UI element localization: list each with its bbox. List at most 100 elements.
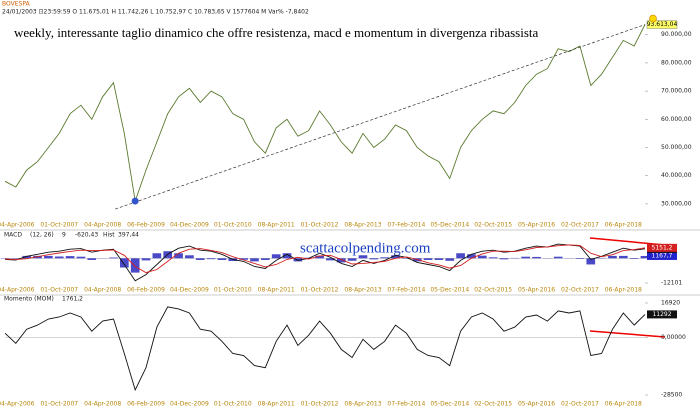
hist-bar xyxy=(445,258,455,261)
hist-bar xyxy=(65,256,75,259)
x-tick-label: 01-Oct-2010 xyxy=(214,222,252,229)
hist-bar xyxy=(391,255,400,259)
x-tick-label: 08-Apr-2011 xyxy=(258,222,295,229)
hist-bar xyxy=(488,257,498,259)
hist-bar xyxy=(640,255,650,259)
hist-bar xyxy=(456,253,465,259)
value-label: 5151,2 xyxy=(652,244,673,251)
x-tick-label: 02-Oct-2017 xyxy=(561,222,599,229)
hist-bar xyxy=(239,258,248,260)
value-label-box xyxy=(647,251,677,260)
x-tick-label: 08-Apr-2013 xyxy=(344,222,381,229)
x-tick-label: 02-Oct-2015 xyxy=(474,401,512,408)
macd-params: (12, 26) xyxy=(30,232,54,239)
x-tick-label: 06-Apr-2018 xyxy=(605,222,642,229)
hist-bar xyxy=(271,254,281,259)
hist-label: Hist xyxy=(103,232,115,239)
hist-bar xyxy=(618,255,628,259)
x-tick-label: 07-Feb-2014 xyxy=(387,401,425,408)
hist-bar xyxy=(87,258,97,260)
x-tick-label: 01-Oct-2012 xyxy=(301,287,339,294)
value-label-box xyxy=(647,310,677,319)
hist-bar xyxy=(434,258,444,260)
y-tick-label: 0,00000 xyxy=(661,334,686,341)
hist-bar xyxy=(336,258,346,263)
x-tick-label: 02-Oct-2015 xyxy=(474,287,512,294)
hist-bar xyxy=(521,256,531,259)
value-label-box xyxy=(646,20,678,29)
x-tick-label: 05-Dec-2014 xyxy=(430,401,469,408)
y-tick-label: -28500 xyxy=(661,392,682,399)
hist-bar xyxy=(282,253,292,259)
mom-title: Momento (MOM) xyxy=(4,296,54,303)
x-tick-label: 08-Apr-2011 xyxy=(258,401,295,408)
hist-bar xyxy=(250,258,259,262)
series-line xyxy=(4,24,646,202)
value-label: 11292 xyxy=(652,311,671,318)
hist-bar xyxy=(22,255,32,259)
hist-bar xyxy=(586,258,596,265)
hist-bar xyxy=(315,255,324,259)
hist-bar xyxy=(553,256,563,259)
x-tick-label: 05-Dec-2014 xyxy=(430,222,469,229)
hist-bar xyxy=(152,253,162,259)
macd-value: -620,43 xyxy=(75,232,98,239)
hist-bar xyxy=(293,258,303,262)
x-tick-label: 01-Oct-2010 xyxy=(214,287,252,294)
x-tick-label: 04-Apr-2006 xyxy=(0,401,35,408)
hist-bar xyxy=(477,255,487,259)
hist-bar xyxy=(358,255,368,259)
x-tick-label: 06-Feb-2009 xyxy=(127,222,165,229)
hist-bar xyxy=(347,258,357,261)
x-tick-label: 04-Apr-2008 xyxy=(84,287,121,294)
x-tick-label: 01-Oct-2007 xyxy=(40,401,78,408)
series-line xyxy=(4,244,646,274)
hist-bar xyxy=(109,257,118,259)
info: 24/01/2003 ⊡23:59:59 O 11.675,01 H 11.74… xyxy=(2,9,309,16)
hist-bar xyxy=(608,255,617,259)
hist-bar xyxy=(54,256,64,259)
x-tick-label: 04-Apr-2006 xyxy=(0,287,35,294)
hist-value: 397,44 xyxy=(118,232,139,239)
hist-bar xyxy=(532,256,541,259)
x-tick-label: 07-Feb-2014 xyxy=(387,287,425,294)
x-tick-label: 02-Oct-2015 xyxy=(474,222,512,229)
x-tick-label: 04-Apr-2008 xyxy=(84,401,121,408)
x-tick-label: 06-Feb-2009 xyxy=(127,401,165,408)
hist-bar xyxy=(44,255,53,259)
divergence-line xyxy=(589,330,666,338)
x-tick-label: 04-Dec-2009 xyxy=(170,401,209,408)
hist-bar xyxy=(467,254,476,259)
x-tick-label: 05-Apr-2016 xyxy=(518,222,555,229)
mom-value: 1761,2 xyxy=(62,296,83,303)
touch-point xyxy=(131,197,139,205)
hist-bar xyxy=(575,258,585,259)
trendline xyxy=(115,24,646,210)
y-tick-label: 60.000,00 xyxy=(661,116,692,123)
symbol: BOVESPA xyxy=(2,1,31,8)
y-tick-label: -12101 xyxy=(661,280,682,287)
hist-bar xyxy=(499,258,509,260)
y-tick-label: 80.000,00 xyxy=(661,59,692,66)
value-label-box xyxy=(647,243,677,252)
hist-bar xyxy=(119,258,129,268)
x-tick-label: 01-Oct-2012 xyxy=(301,222,339,229)
x-tick-label: 04-Dec-2009 xyxy=(170,287,209,294)
x-tick-label: 01-Oct-2010 xyxy=(214,401,252,408)
x-tick-label: 01-Oct-2007 xyxy=(40,222,78,229)
x-tick-label: 05-Apr-2016 xyxy=(518,401,555,408)
x-tick-label: 04-Dec-2009 xyxy=(170,222,209,229)
x-tick-label: 01-Oct-2007 xyxy=(40,287,78,294)
hist-bar xyxy=(261,258,270,260)
x-tick-label: 04-Apr-2008 xyxy=(84,222,121,229)
x-tick-label: 06-Apr-2018 xyxy=(605,287,642,294)
x-tick-label: 06-Apr-2018 xyxy=(605,401,642,408)
hist-bar xyxy=(185,255,194,259)
hist-bar xyxy=(206,258,216,260)
y-tick-label: 70.000,00 xyxy=(661,88,692,95)
hist-bar xyxy=(174,253,183,259)
y-tick-label: 90.000,00 xyxy=(661,31,692,38)
hist-bar xyxy=(141,258,151,261)
value-label: 1167,7 xyxy=(652,252,673,259)
